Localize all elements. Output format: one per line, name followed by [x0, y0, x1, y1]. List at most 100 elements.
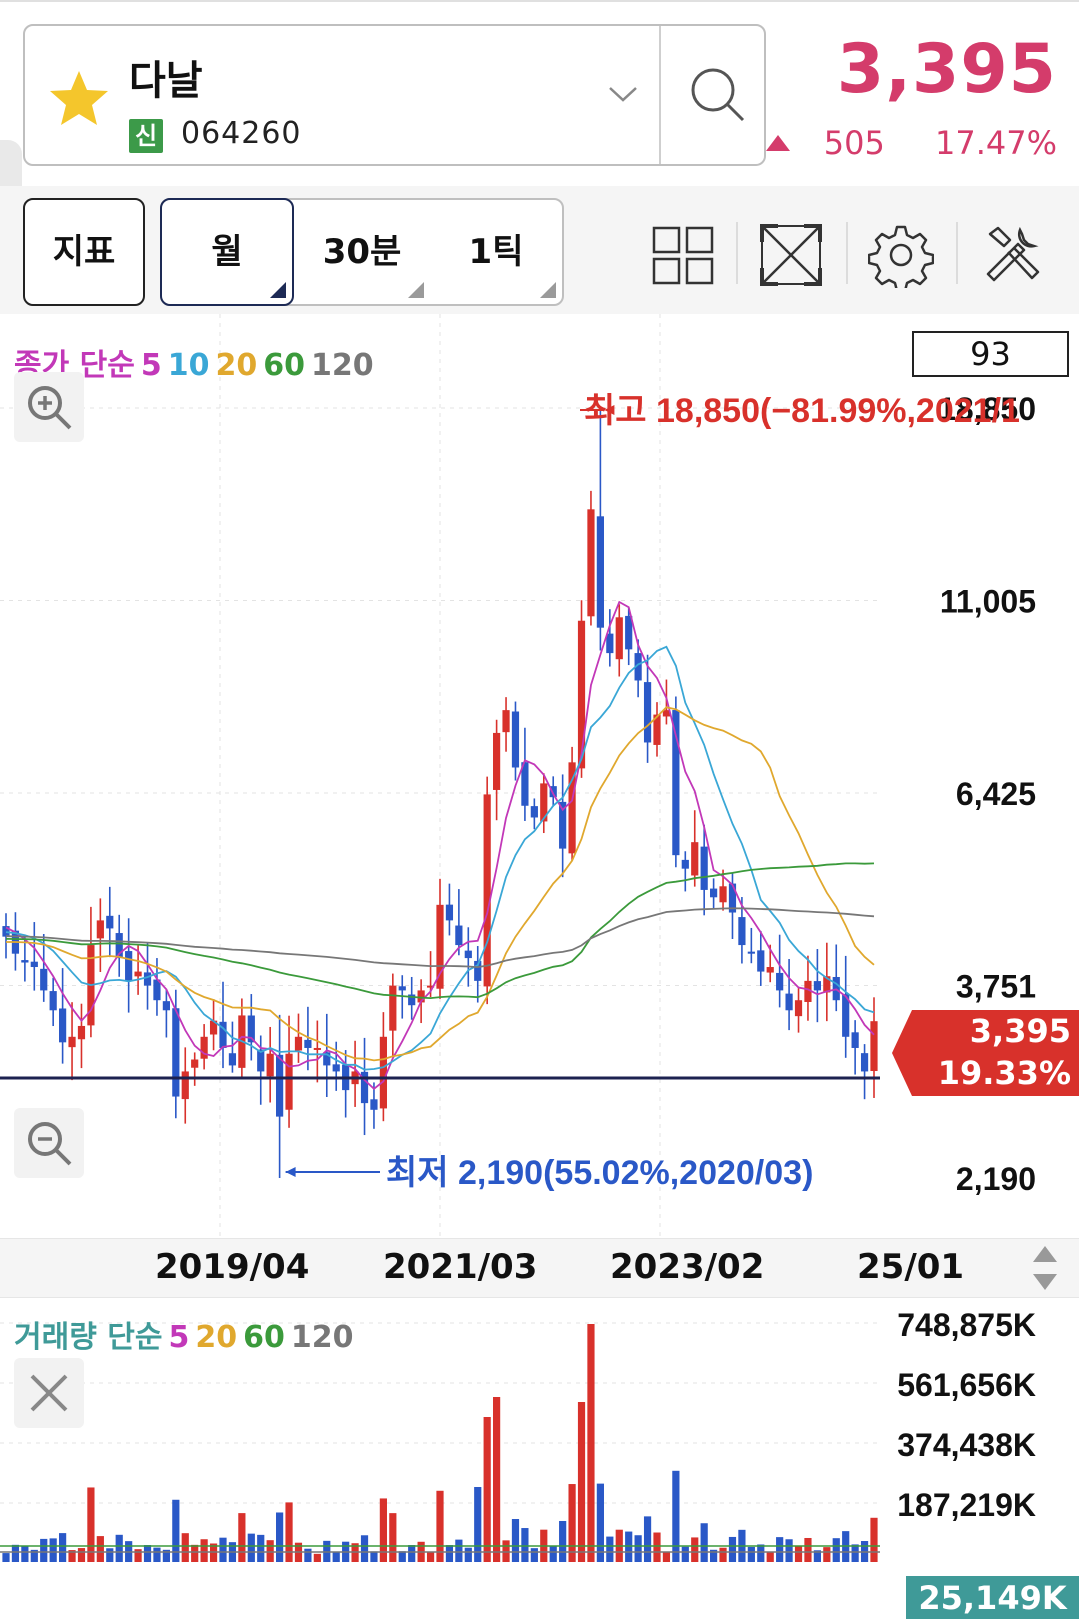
candle-body [568, 762, 576, 854]
volume-bar [360, 1535, 369, 1562]
x-axis[interactable]: 2019/04 2021/03 2023/02 25/01 [0, 1238, 1079, 1298]
candle-body [606, 633, 614, 654]
candle-body [681, 859, 689, 869]
volume-bar [776, 1537, 784, 1562]
candle-body [870, 1021, 878, 1072]
candle-body [49, 991, 57, 1011]
scroll-arrows-icon[interactable] [1030, 1244, 1060, 1292]
candle-body [370, 1099, 378, 1110]
candle-body [596, 516, 604, 628]
ma-line-10 [5, 645, 875, 1071]
candle-body [408, 994, 416, 1006]
candle-body [30, 961, 38, 968]
candle-body [445, 904, 454, 921]
candle-body [700, 846, 708, 890]
ma60-label: 60 [263, 348, 305, 383]
vma20-label: 20 [195, 1320, 238, 1355]
fullscreen-icon[interactable] [758, 222, 824, 288]
low-annotation: 최저 2,190(55.02%,2020/03) [386, 1154, 813, 1192]
volume-bar [2, 1553, 10, 1562]
chart-grid [0, 314, 880, 1238]
volume-bar [794, 1546, 803, 1562]
candle-body [757, 950, 765, 972]
candle-body [502, 710, 510, 733]
up-arrow-icon [765, 135, 790, 151]
candle-body [776, 972, 784, 991]
current-price: 3,395 [836, 30, 1057, 109]
candle-body [728, 883, 737, 913]
favorite-star-icon[interactable] [47, 68, 111, 128]
zoom-out-button[interactable] [14, 1108, 84, 1178]
period-30min-button[interactable]: 30분 [294, 200, 430, 304]
period-selector: 월 30분 1틱 [160, 198, 564, 306]
period-month-button[interactable]: 월 [160, 198, 294, 306]
candle-body [587, 509, 595, 617]
candle-body [823, 976, 831, 993]
zoom-in-icon [28, 386, 72, 430]
ma20-label: 20 [215, 348, 258, 383]
candle-body [766, 967, 774, 973]
volume-bar [59, 1533, 67, 1562]
candle-body [549, 786, 557, 798]
candle-body [417, 990, 425, 1003]
change-amount: 505 [823, 124, 885, 162]
candle-body [332, 1064, 340, 1072]
y-tick-label: 18,850 [938, 391, 1036, 427]
price-chart[interactable]: 18,850 11,005 6,425 3,751 2,190 최고 18,850(−81… [0, 314, 1079, 1244]
x-tick-label: 2019/04 [155, 1247, 310, 1287]
candle-body [106, 915, 114, 929]
gear-icon[interactable] [868, 222, 934, 288]
volume-bar [408, 1545, 416, 1562]
x-tick-label: 25/01 [857, 1247, 965, 1287]
vma60-label: 60 [243, 1320, 285, 1355]
candle-body [653, 714, 661, 745]
candle-body [21, 960, 29, 963]
volume-bar [870, 1517, 878, 1562]
close-volume-button[interactable] [14, 1358, 84, 1428]
low-arrow [285, 1167, 296, 1177]
grid-layout-icon[interactable] [650, 222, 716, 288]
volume-chart[interactable]: 748,875K 561,656K 374,438K 187,219K [0, 1300, 1079, 1619]
volume-bar [332, 1551, 340, 1562]
candle-body [266, 1053, 274, 1077]
chevron-down-icon[interactable] [608, 78, 638, 108]
divider [659, 26, 661, 164]
candle-body [474, 960, 482, 981]
toolbar-divider [956, 222, 958, 284]
candle-count: 93 [912, 331, 1069, 377]
candle-body [785, 993, 793, 1011]
volume-bar [653, 1532, 661, 1562]
period-tick-button[interactable]: 1틱 [430, 200, 562, 304]
stock-selector[interactable]: 다날 신 064260 [23, 24, 766, 166]
volume-bar [521, 1528, 529, 1562]
candle-body [842, 994, 850, 1037]
volume-legend-title: 거래량 단순 [14, 1320, 163, 1355]
volume-grid [0, 1322, 880, 1504]
candle-body [143, 972, 152, 986]
candle-body [719, 886, 727, 903]
candle-body [285, 1053, 293, 1110]
high-arrow [604, 405, 615, 415]
indicator-button[interactable]: 지표 [23, 198, 145, 306]
candle-body [464, 950, 472, 959]
volume-bar [643, 1516, 652, 1562]
current-price-tag-value: 3,395 [969, 1012, 1071, 1050]
candle-body [634, 653, 642, 681]
volume-bar [719, 1547, 727, 1562]
zoom-in-button[interactable] [14, 372, 84, 442]
volume-bar [587, 1324, 595, 1562]
volume-bar [502, 1540, 510, 1562]
volume-tick-label: 748,875K [897, 1307, 1036, 1343]
volume-bar [436, 1490, 444, 1562]
volume-bar [134, 1549, 142, 1562]
candles [2, 408, 878, 1178]
zoom-out-icon [28, 1122, 72, 1166]
volume-bar [804, 1537, 812, 1562]
candle-body [379, 1036, 387, 1109]
search-icon[interactable] [685, 62, 755, 132]
candle-body [257, 1049, 265, 1072]
y-axis-labels: 18,850 11,005 6,425 3,751 2,190 [938, 391, 1036, 1197]
tools-icon[interactable] [980, 222, 1046, 288]
x-tick-label: 2023/02 [610, 1247, 765, 1287]
candle-body [294, 1036, 303, 1051]
